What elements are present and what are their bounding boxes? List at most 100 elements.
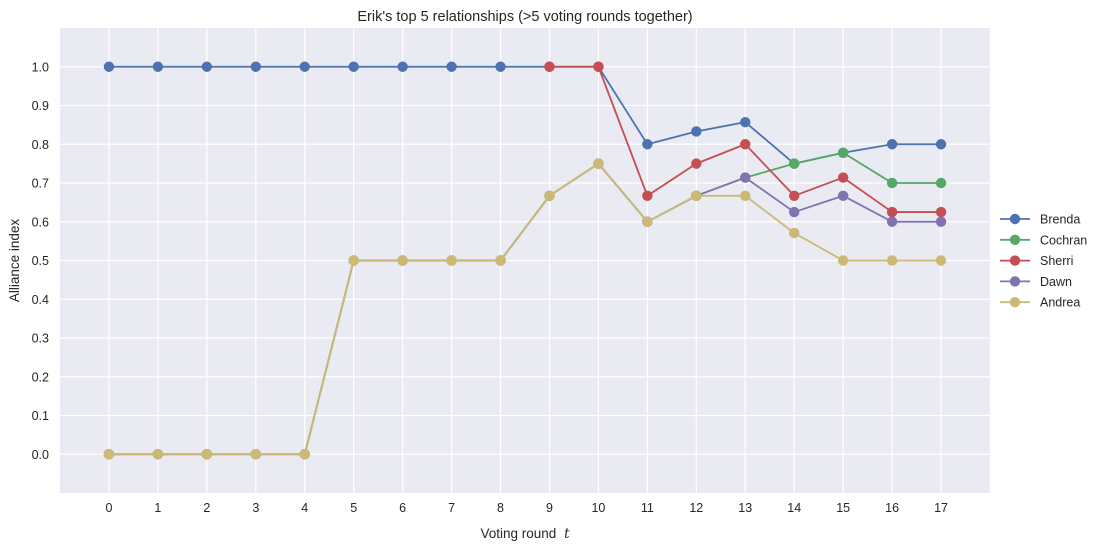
legend-label: Sherri bbox=[1040, 254, 1073, 268]
data-point bbox=[886, 255, 898, 266]
x-tick-label: 3 bbox=[252, 501, 259, 515]
legend-item-cochran: Cochran bbox=[1000, 233, 1087, 247]
x-tick-label: 8 bbox=[497, 501, 504, 515]
legend-item-brenda: Brenda bbox=[1000, 213, 1080, 227]
data-point bbox=[886, 206, 898, 218]
data-point bbox=[446, 61, 457, 72]
data-point bbox=[789, 206, 800, 218]
data-point bbox=[935, 177, 947, 189]
y-axis-title: Alliance index bbox=[7, 219, 22, 303]
data-point bbox=[740, 190, 751, 201]
legend-marker bbox=[1009, 234, 1021, 245]
data-point bbox=[789, 190, 800, 201]
data-point bbox=[397, 255, 408, 266]
data-point bbox=[642, 216, 653, 227]
data-point bbox=[935, 255, 947, 266]
data-point bbox=[495, 61, 506, 72]
x-tick-label: 12 bbox=[689, 501, 703, 515]
data-point bbox=[201, 449, 213, 460]
legend-marker bbox=[1009, 297, 1021, 308]
data-point bbox=[691, 126, 702, 137]
data-point bbox=[299, 449, 310, 460]
legend-label: Cochran bbox=[1040, 233, 1087, 247]
data-point bbox=[740, 139, 751, 150]
data-point bbox=[837, 172, 849, 183]
y-tick-label: 0.7 bbox=[32, 177, 49, 191]
x-tick-label: 0 bbox=[105, 501, 112, 515]
x-tick-label: 15 bbox=[836, 501, 850, 515]
data-point bbox=[495, 255, 506, 266]
y-tick-label: 0.2 bbox=[32, 370, 49, 384]
data-point bbox=[152, 61, 164, 72]
legend-item-sherri: Sherri bbox=[1000, 254, 1073, 268]
legend-marker bbox=[1009, 255, 1021, 266]
data-point bbox=[103, 61, 115, 72]
data-point bbox=[103, 449, 115, 460]
data-point bbox=[837, 147, 849, 158]
series-sherri bbox=[544, 61, 947, 218]
x-tick-label: 1 bbox=[154, 501, 161, 515]
data-point bbox=[740, 116, 751, 128]
y-tick-label: 1.0 bbox=[32, 60, 49, 74]
x-axis-variable: t bbox=[564, 526, 570, 542]
y-tick-label: 0.8 bbox=[32, 138, 49, 152]
legend-marker bbox=[1009, 276, 1021, 287]
legend-item-andrea: Andrea bbox=[1000, 296, 1080, 310]
y-tick-label: 0.6 bbox=[32, 215, 49, 229]
x-tick-label: 11 bbox=[641, 501, 654, 515]
data-point bbox=[201, 61, 213, 72]
data-point bbox=[789, 158, 800, 169]
data-point bbox=[348, 255, 359, 266]
data-point bbox=[837, 190, 849, 201]
x-tick-label: 16 bbox=[885, 501, 899, 515]
data-point bbox=[152, 449, 164, 460]
x-tick-label: 9 bbox=[546, 501, 553, 515]
chart-title: Erik's top 5 relationships (>5 voting ro… bbox=[357, 9, 692, 25]
x-tick-label: 17 bbox=[934, 501, 948, 515]
data-point bbox=[886, 216, 898, 227]
data-point bbox=[593, 158, 604, 169]
legend-label: Andrea bbox=[1040, 296, 1080, 310]
data-point bbox=[886, 177, 898, 189]
data-point bbox=[544, 190, 555, 201]
data-point bbox=[691, 158, 702, 169]
series-layer bbox=[103, 61, 947, 460]
data-point bbox=[935, 139, 947, 150]
y-tick-label: 0.4 bbox=[32, 293, 49, 307]
x-axis-title: Voting round t bbox=[480, 526, 570, 542]
y-tick-label: 0.3 bbox=[32, 332, 49, 346]
x-tick-label: 13 bbox=[738, 501, 752, 515]
grid-lines bbox=[60, 28, 990, 493]
x-tick-label: 5 bbox=[350, 501, 357, 515]
data-point bbox=[642, 190, 653, 201]
y-tick-label: 0.9 bbox=[32, 99, 49, 113]
series-line bbox=[108, 162, 942, 456]
data-point bbox=[935, 206, 947, 218]
data-point bbox=[299, 61, 310, 72]
x-tick-label: 7 bbox=[448, 501, 455, 515]
x-tick-label: 10 bbox=[591, 501, 605, 515]
data-point bbox=[691, 190, 702, 201]
x-axis-title-text: Voting round bbox=[480, 526, 556, 541]
data-point bbox=[837, 255, 849, 266]
y-tick-label: 0.1 bbox=[32, 409, 49, 423]
data-point bbox=[593, 61, 604, 72]
x-tick-label: 14 bbox=[787, 501, 801, 515]
data-point bbox=[642, 139, 653, 150]
data-point bbox=[789, 227, 800, 239]
data-point bbox=[544, 61, 555, 72]
y-tick-label: 0.0 bbox=[32, 448, 49, 462]
data-point bbox=[935, 216, 947, 227]
x-tick-label: 2 bbox=[203, 501, 210, 515]
x-tick-label: 6 bbox=[399, 501, 406, 515]
data-point bbox=[446, 255, 457, 266]
axis-ticks: 0 1 2 3 4 5 6 7 8 9 10 11 12 13 14 15 16 170.00.10.20.30.… bbox=[32, 60, 948, 515]
data-point bbox=[348, 61, 359, 72]
data-point bbox=[740, 172, 751, 183]
data-point bbox=[250, 61, 261, 72]
data-point bbox=[250, 449, 261, 460]
legend-label: Dawn bbox=[1040, 275, 1072, 289]
legend-label: Brenda bbox=[1040, 213, 1080, 227]
legend-item-dawn: Dawn bbox=[1000, 275, 1072, 289]
